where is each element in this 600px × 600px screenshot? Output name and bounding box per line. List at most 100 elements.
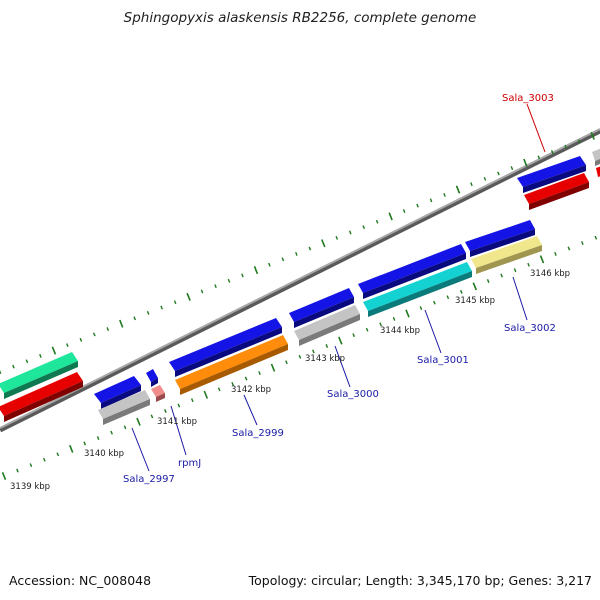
gene-gray-3000[interactable] bbox=[294, 305, 360, 346]
minor-tick bbox=[362, 225, 366, 230]
inner-tick-row bbox=[1, 235, 598, 481]
outer-tick-row bbox=[0, 131, 595, 374]
major-tick bbox=[388, 212, 393, 221]
gene-cyan-3001[interactable] bbox=[363, 262, 472, 317]
minor-tick bbox=[160, 305, 163, 310]
gene-gray-2997[interactable] bbox=[98, 390, 150, 425]
minor-tick bbox=[295, 252, 298, 256]
gene-green-left[interactable] bbox=[0, 352, 78, 399]
minor-tick bbox=[352, 333, 356, 338]
minor-tick bbox=[550, 150, 554, 154]
major-tick bbox=[186, 292, 191, 301]
cds-blue-3000[interactable] bbox=[289, 288, 354, 328]
genome-summary-text: Topology: circular; Length: 3,345,170 bp… bbox=[248, 573, 592, 588]
minor-tick bbox=[177, 403, 181, 408]
minor-tick bbox=[446, 295, 450, 300]
tick-label-3143: 3143 kbp bbox=[305, 354, 345, 364]
gene-label-sala-2999[interactable]: Sala_2999 bbox=[232, 428, 284, 439]
gene-label-sala-3000[interactable]: Sala_3000 bbox=[327, 389, 379, 400]
minor-tick bbox=[486, 279, 490, 283]
minor-tick bbox=[419, 306, 423, 311]
feature-track bbox=[0, 148, 600, 425]
minor-tick bbox=[298, 354, 302, 359]
tick-label-3140: 3140 kbp bbox=[84, 449, 124, 459]
minor-tick bbox=[510, 166, 514, 171]
minor-tick bbox=[416, 203, 419, 208]
minor-tick bbox=[241, 273, 244, 278]
leader-lines bbox=[131, 103, 546, 472]
tick-label-3146: 3146 kbp bbox=[530, 269, 570, 279]
minor-tick bbox=[564, 144, 568, 149]
gene-label-sala-3003[interactable]: Sala_3003 bbox=[502, 93, 554, 104]
major-tick bbox=[51, 346, 57, 355]
minor-tick bbox=[190, 398, 194, 403]
major-tick bbox=[1, 471, 7, 481]
cds-blue-rpmj[interactable] bbox=[146, 369, 158, 387]
minor-tick bbox=[164, 409, 167, 413]
minor-tick bbox=[25, 359, 29, 364]
gene-label-rpmj[interactable]: rpmJ bbox=[178, 458, 201, 469]
gene-label-sala-3002[interactable]: Sala_3002 bbox=[504, 323, 556, 334]
minor-tick bbox=[217, 387, 221, 392]
minor-tick bbox=[577, 139, 581, 144]
minor-tick bbox=[581, 241, 584, 246]
minor-tick bbox=[379, 322, 382, 327]
minor-tick bbox=[92, 332, 96, 337]
minor-tick bbox=[214, 284, 217, 289]
gene-gray-edge[interactable] bbox=[592, 148, 600, 177]
minor-tick bbox=[16, 468, 19, 473]
minor-tick bbox=[594, 235, 598, 240]
minor-tick bbox=[150, 414, 154, 419]
minor-tick bbox=[483, 176, 487, 181]
gene-label-sala-3001[interactable]: Sala_3001 bbox=[417, 355, 469, 366]
minor-tick bbox=[96, 436, 100, 441]
minor-tick bbox=[56, 452, 60, 457]
gene-khaki-3002[interactable] bbox=[471, 236, 542, 274]
minor-tick bbox=[500, 273, 503, 278]
major-tick bbox=[270, 363, 276, 372]
major-tick bbox=[253, 266, 259, 275]
gene-labels: Sala_2997 rpmJ Sala_2999 Sala_3000 Sala_… bbox=[123, 93, 556, 485]
minor-tick bbox=[0, 370, 2, 374]
minor-tick bbox=[470, 182, 473, 187]
tick-label-3145: 3145 kbp bbox=[455, 296, 495, 306]
tick-labels: 3139 kbp 3140 kbp 3141 kbp 3142 kbp 3143… bbox=[10, 269, 570, 492]
minor-tick bbox=[39, 353, 42, 358]
minor-tick bbox=[258, 371, 261, 376]
major-tick bbox=[405, 309, 410, 318]
gene-orange-2999[interactable] bbox=[175, 335, 288, 395]
major-tick bbox=[523, 158, 528, 167]
cds-blue-3003[interactable] bbox=[517, 156, 586, 193]
minor-tick bbox=[173, 300, 177, 305]
cds-blue-2997[interactable] bbox=[94, 376, 141, 409]
major-tick bbox=[203, 390, 209, 399]
minor-tick bbox=[325, 344, 329, 348]
minor-tick bbox=[429, 198, 433, 203]
tick-label-3139: 3139 kbp bbox=[10, 482, 50, 492]
minor-tick bbox=[433, 300, 436, 305]
minor-tick bbox=[66, 343, 69, 348]
major-tick bbox=[338, 336, 343, 345]
gene-pink-rpmj[interactable] bbox=[151, 385, 165, 402]
minor-tick bbox=[375, 219, 379, 224]
major-tick bbox=[321, 239, 326, 248]
major-tick bbox=[455, 185, 461, 194]
major-tick bbox=[136, 417, 141, 426]
cds-blue-3001[interactable] bbox=[358, 244, 466, 299]
minor-tick bbox=[268, 262, 271, 267]
gene-red-3003[interactable] bbox=[524, 173, 589, 210]
cds-blue-2999[interactable] bbox=[169, 318, 282, 377]
minor-tick bbox=[554, 252, 557, 256]
cds-blue-3002[interactable] bbox=[465, 220, 535, 257]
minor-tick bbox=[513, 268, 517, 273]
gene-label-sala-2997[interactable]: Sala_2997 bbox=[123, 474, 175, 485]
minor-tick bbox=[392, 317, 396, 321]
tick-label-3142: 3142 kbp bbox=[231, 385, 271, 395]
gene-red-left[interactable] bbox=[0, 372, 83, 422]
accession-text: Accession: NC_008048 bbox=[9, 573, 152, 588]
minor-tick bbox=[123, 425, 127, 430]
minor-tick bbox=[443, 193, 446, 197]
minor-tick bbox=[348, 230, 352, 235]
minor-tick bbox=[537, 155, 541, 160]
